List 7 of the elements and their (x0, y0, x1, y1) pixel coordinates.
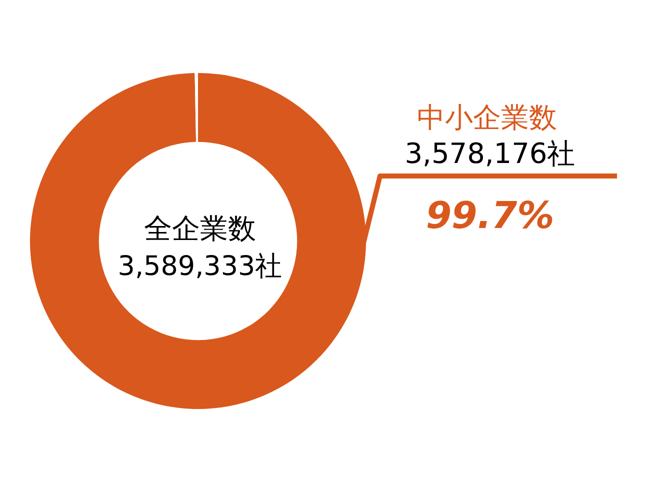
data-label: 3,578,176社 (404, 137, 576, 170)
text: 3,589,333社 (118, 251, 282, 282)
donut-slice (194, 73, 198, 142)
text: 99.7% (426, 194, 554, 237)
donut-slice (30, 73, 366, 409)
text: 全企業数 (144, 212, 256, 245)
slice-label: 中小企業数 (417, 101, 557, 134)
